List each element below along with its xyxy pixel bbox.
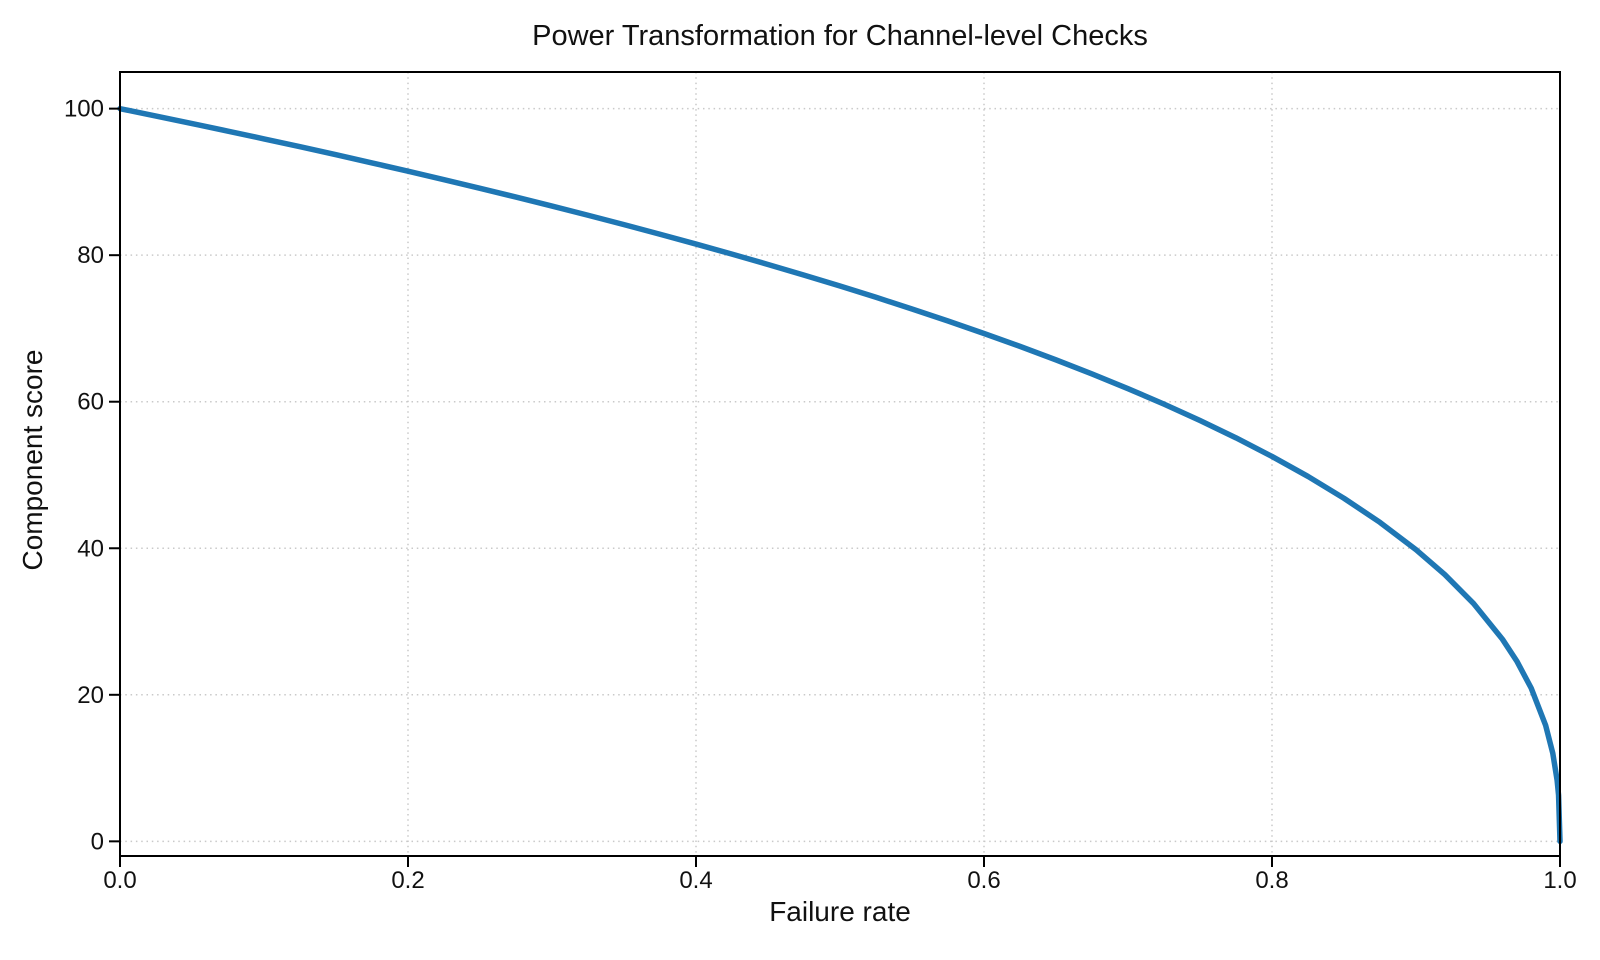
y-tick-label: 0: [91, 828, 104, 855]
plot-border: [119, 71, 1561, 857]
y-tick-label: 80: [77, 242, 104, 269]
x-tick-label: 0.4: [679, 867, 712, 894]
y-tick-label: 100: [64, 96, 104, 123]
y-tick-label: 40: [77, 535, 104, 562]
x-tick-label: 0.6: [967, 867, 1000, 894]
y-tick-label: 20: [77, 682, 104, 709]
x-tick-label: 1.0: [1543, 867, 1576, 894]
y-tick-label: 60: [77, 389, 104, 416]
x-tick-label: 0.0: [103, 867, 136, 894]
x-axis-label: Failure rate: [769, 896, 911, 927]
chart-title: Power Transformation for Channel-level C…: [532, 20, 1148, 52]
x-tick-label: 0.2: [391, 867, 424, 894]
curve-line: [117, 105, 1563, 845]
x-tick-label: 0.8: [1255, 867, 1288, 894]
